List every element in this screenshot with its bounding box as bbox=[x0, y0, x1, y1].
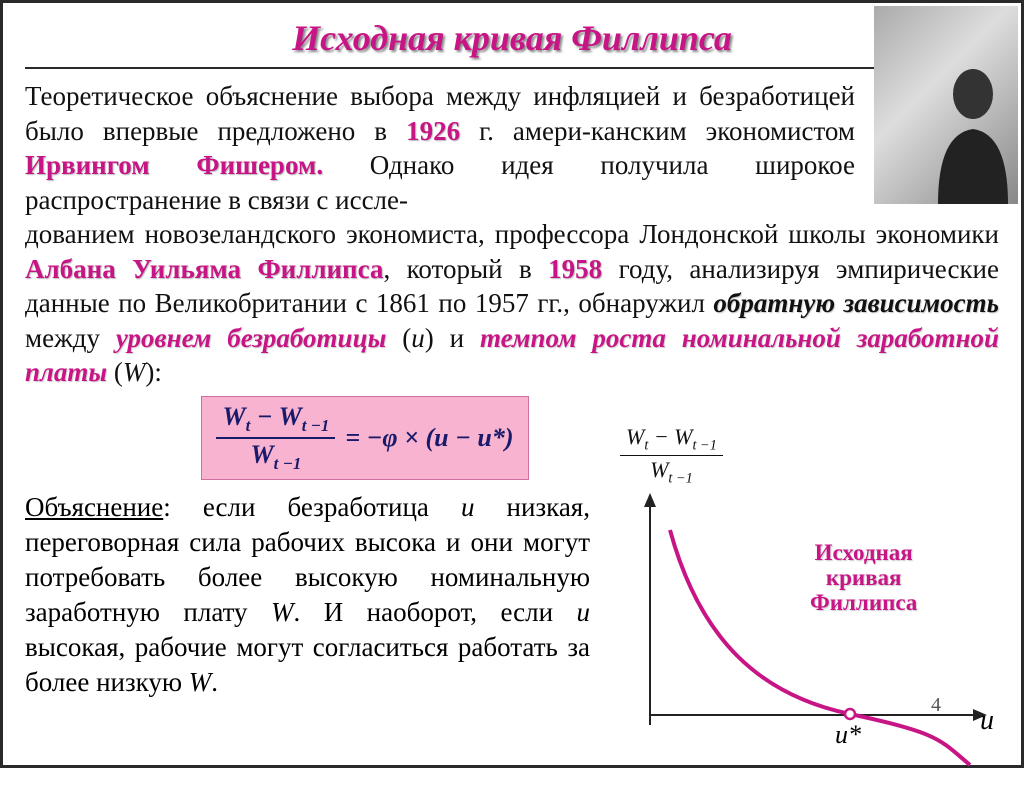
formula-box: Wt − Wt −1 Wt −1 = −φ × (u − u*) bbox=[201, 396, 528, 480]
text: . И наоборот, если bbox=[294, 597, 577, 627]
var-w: W bbox=[271, 597, 294, 627]
var-u: u bbox=[577, 597, 591, 627]
text: Исходная bbox=[815, 540, 913, 565]
formula-fraction: Wt − Wt −1 Wt −1 bbox=[216, 403, 335, 473]
slide: Исходная кривая Филлипса Теоретическое о… bbox=[0, 0, 1024, 768]
portrait-photo bbox=[874, 6, 1018, 204]
term-inverse: обратную зависимость bbox=[713, 288, 999, 318]
text: ( bbox=[386, 323, 411, 353]
silhouette-icon bbox=[918, 54, 1008, 204]
var-w: W bbox=[123, 357, 146, 387]
paragraph-1: Теоретическое объяснение выбора между ин… bbox=[25, 79, 855, 217]
text: . bbox=[211, 667, 218, 697]
text: кривая bbox=[826, 565, 902, 590]
var-w: W bbox=[189, 667, 212, 697]
phillips-curve-chart: Wt − Wt −1 Wt −1 Исходная кривая Филлипс bbox=[610, 490, 999, 790]
text: высокая, рабочие могут согласиться работ… bbox=[25, 632, 590, 697]
formula-row: Wt − Wt −1 Wt −1 = −φ × (u − u*) bbox=[145, 396, 585, 480]
paragraph-2: дованием новозеландского экономиста, про… bbox=[25, 217, 999, 390]
term-unemployment: уровнем безработицы bbox=[116, 323, 386, 353]
text: ): bbox=[145, 357, 162, 387]
text: Филлипса bbox=[810, 590, 917, 615]
x-axis-label: u bbox=[980, 705, 994, 737]
text: между bbox=[25, 323, 116, 353]
ustar-point bbox=[845, 709, 855, 719]
text: г. амери-канским экономистом bbox=[460, 116, 855, 146]
explanation-lead: Объяснение bbox=[25, 492, 163, 522]
title-divider bbox=[25, 67, 999, 69]
text: , который в bbox=[383, 254, 548, 284]
slide-title: Исходная кривая Филлипса bbox=[25, 17, 999, 59]
var-u: u bbox=[411, 323, 425, 353]
formula-rhs: = −φ × (u − u*) bbox=[345, 423, 513, 453]
curve-label: Исходная кривая Филлипса bbox=[810, 540, 917, 616]
page-number: 4 bbox=[931, 694, 941, 717]
name-fisher: Ирвингом Фишером. bbox=[25, 150, 323, 180]
text: дованием новозеландского экономиста, про… bbox=[25, 219, 999, 249]
text: ( bbox=[107, 357, 123, 387]
year-1926: 1926 bbox=[406, 116, 460, 146]
explanation-text: Объяснение: если безработица u низкая, п… bbox=[25, 490, 590, 790]
var-u: u bbox=[461, 492, 475, 522]
chart-svg bbox=[610, 490, 1000, 780]
ustar-label: u* bbox=[835, 720, 861, 750]
year-1958: 1958 bbox=[548, 254, 602, 284]
lower-row: Объяснение: если безработица u низкая, п… bbox=[25, 490, 999, 790]
name-phillips: Албана Уильяма Филлипса bbox=[25, 254, 383, 284]
chart-y-axis-label: Wt − Wt −1 Wt −1 bbox=[620, 424, 723, 487]
text: : если безработица bbox=[163, 492, 461, 522]
text: ) и bbox=[425, 323, 480, 353]
